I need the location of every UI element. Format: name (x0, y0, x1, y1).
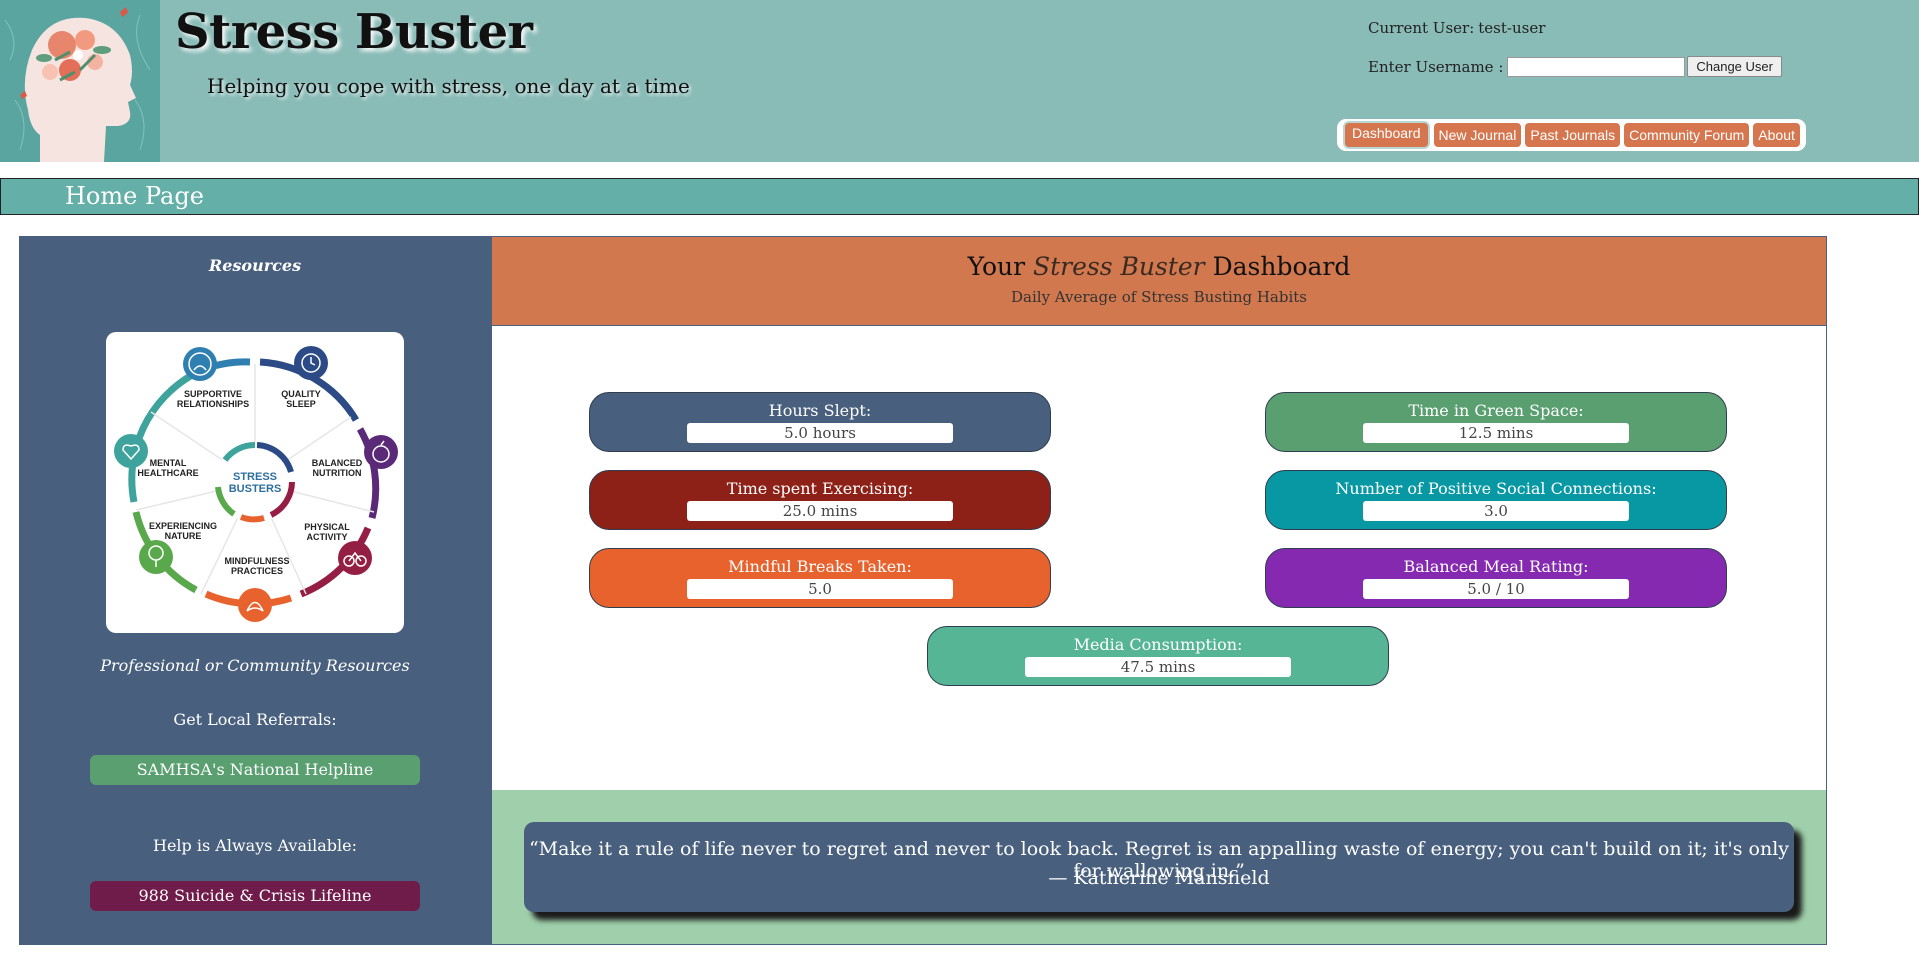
metric-social-connections: Number of Positive Social Connections: 3… (1265, 470, 1727, 530)
metric-value: 12.5 mins (1363, 423, 1629, 443)
stress-busters-wheel: STRESS BUSTERS SUPPORTIVE RELATIONSHIPS … (106, 332, 404, 633)
dashboard-title-suffix: Dashboard (1212, 252, 1351, 281)
metric-label: Time in Green Space: (1408, 401, 1584, 420)
samhsa-helpline-button[interactable]: SAMHSA's National Helpline (90, 755, 420, 785)
wheel-segment-healthcare-line2: HEALTHCARE (137, 468, 198, 478)
metric-value: 47.5 mins (1025, 657, 1291, 677)
wheel-segment-sleep-line2: SLEEP (286, 399, 316, 409)
metric-hours-slept: Hours Slept: 5.0 hours (589, 392, 1051, 452)
username-label: Enter Username : (1368, 57, 1504, 76)
professional-resources-heading: Professional or Community Resources (100, 656, 410, 675)
mental-health-heart-icon (114, 434, 148, 468)
metric-media-consumption: Media Consumption: 47.5 mins (927, 626, 1389, 686)
dashboard-header: Your Stress Buster Dashboard Daily Avera… (492, 237, 1826, 326)
metric-label: Media Consumption: (1073, 635, 1243, 654)
wheel-segment-healthcare-line1: MENTAL (150, 458, 187, 468)
nature-tree-icon (139, 540, 173, 574)
sleep-clock-icon (294, 346, 328, 380)
username-input[interactable] (1507, 56, 1686, 77)
current-user-name: test-user (1478, 19, 1546, 37)
nutrition-apple-icon (364, 435, 398, 469)
change-user-button[interactable]: Change User (1687, 56, 1782, 77)
metric-label: Mindful Breaks Taken: (728, 557, 912, 576)
quote-card: “Make it a rule of life never to regret … (524, 822, 1794, 912)
page-title-bar: Home Page (0, 178, 1919, 215)
wheel-segment-sleep-line1: QUALITY (281, 389, 321, 399)
metric-mindful-breaks: Mindful Breaks Taken: 5.0 (589, 548, 1051, 608)
current-user-display: Current User: test-user (1368, 19, 1549, 37)
page-title: Home Page (65, 182, 204, 210)
metric-value: 25.0 mins (687, 501, 953, 521)
wheel-segment-mindfulness-line1: MINDFULNESS (225, 556, 290, 566)
wheel-segment-activity-line2: ACTIVITY (306, 532, 347, 542)
help-available-label: Help is Always Available: (153, 836, 357, 855)
quote-section: “Make it a rule of life never to regret … (492, 790, 1826, 944)
logo (0, 0, 160, 162)
metric-meal-rating: Balanced Meal Rating: 5.0 / 10 (1265, 548, 1727, 608)
metric-exercising: Time spent Exercising: 25.0 mins (589, 470, 1051, 530)
metric-green-space: Time in Green Space: 12.5 mins (1265, 392, 1727, 452)
dashboard-subtitle: Daily Average of Stress Busting Habits (1011, 288, 1307, 306)
metric-value: 5.0 / 10 (1363, 579, 1629, 599)
relationships-icon (183, 347, 217, 381)
wheel-segment-mindfulness-line2: PRACTICES (231, 566, 283, 576)
dashboard-panel: Your Stress Buster Dashboard Daily Avera… (491, 236, 1827, 945)
nav-community-forum[interactable]: Community Forum (1624, 123, 1750, 147)
nav-about[interactable]: About (1753, 123, 1800, 147)
nav-dashboard[interactable]: Dashboard (1343, 121, 1430, 149)
wheel-segment-nutrition-line1: BALANCED (312, 458, 363, 468)
wheel-segment-nature-line2: NATURE (165, 531, 202, 541)
quote-author: — Katherine Mansfield (1048, 867, 1270, 889)
nav-new-journal[interactable]: New Journal (1433, 123, 1522, 147)
wheel-segment-activity-line1: PHYSICAL (304, 522, 350, 532)
metric-label: Time spent Exercising: (726, 479, 914, 498)
wheel-segment-nature-line1: EXPERIENCING (149, 521, 217, 531)
metric-label: Number of Positive Social Connections: (1335, 479, 1657, 498)
resources-sidebar: Resources (19, 236, 491, 945)
wheel-center-line1: STRESS (233, 471, 277, 483)
dashboard-title-prefix: Your (967, 252, 1026, 281)
metric-label: Hours Slept: (768, 401, 872, 420)
wheel-segment-nutrition-line2: NUTRITION (313, 468, 362, 478)
site-subtitle: Helping you cope with stress, one day at… (207, 74, 690, 98)
metric-value: 5.0 (687, 579, 953, 599)
head-with-flowers-icon (0, 0, 160, 162)
resources-heading: Resources (208, 256, 302, 275)
quote-text: “Make it a rule of life never to regret … (528, 838, 1790, 882)
metric-value: 3.0 (1363, 501, 1629, 521)
main-nav: Dashboard New Journal Past Journals Comm… (1337, 119, 1806, 151)
metric-value: 5.0 hours (687, 423, 953, 443)
local-referrals-label: Get Local Referrals: (173, 710, 337, 729)
wheel-segment-relationships-line2: RELATIONSHIPS (177, 399, 249, 409)
dashboard-title: Your Stress Buster Dashboard (492, 252, 1826, 281)
wheel-segment-icons (114, 346, 398, 622)
metric-label: Balanced Meal Rating: (1403, 557, 1589, 576)
current-user-label: Current User: (1368, 19, 1475, 37)
mindfulness-lotus-icon (238, 588, 272, 622)
dashboard-title-brand: Stress Buster (1033, 252, 1205, 281)
crisis-lifeline-button[interactable]: 988 Suicide & Crisis Lifeline (90, 881, 420, 911)
wheel-segment-relationships-line1: SUPPORTIVE (184, 389, 242, 399)
site-header: Stress Buster Helping you cope with stre… (0, 0, 1919, 162)
wheel-center-line2: BUSTERS (229, 483, 282, 495)
change-user-form: Enter Username : Change User (1368, 56, 1782, 77)
bicycle-icon (338, 541, 372, 575)
nav-past-journals[interactable]: Past Journals (1525, 123, 1621, 147)
stress-busters-wheel-graphic: STRESS BUSTERS SUPPORTIVE RELATIONSHIPS … (114, 346, 398, 622)
site-title: Stress Buster (175, 4, 533, 60)
